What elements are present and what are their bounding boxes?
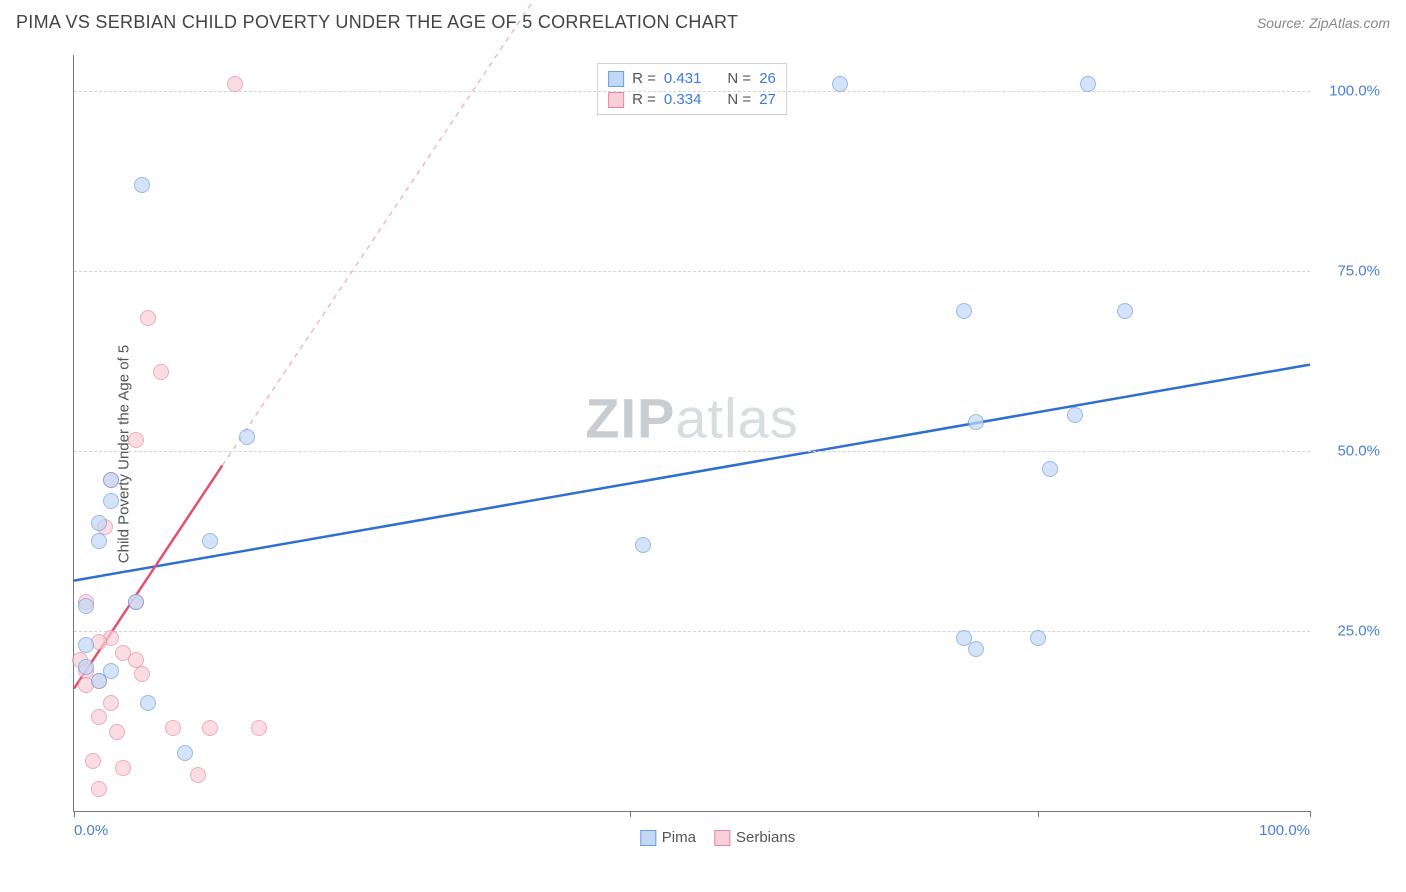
scatter-point	[91, 515, 107, 531]
chart-source: Source: ZipAtlas.com	[1257, 15, 1390, 31]
legend-swatch	[608, 71, 624, 87]
scatter-point	[109, 724, 125, 740]
legend-n-value: 26	[759, 70, 776, 87]
x-tick	[1038, 811, 1039, 817]
gridline-h	[74, 271, 1310, 272]
scatter-point	[115, 760, 131, 776]
scatter-point	[134, 177, 150, 193]
scatter-point	[140, 310, 156, 326]
scatter-point	[1030, 630, 1046, 646]
scatter-point	[128, 594, 144, 610]
legend-r-label: R =	[632, 70, 656, 87]
y-tick-label: 100.0%	[1329, 83, 1380, 100]
x-tick	[1310, 811, 1311, 817]
y-tick-label: 75.0%	[1337, 263, 1380, 280]
scatter-point	[227, 76, 243, 92]
scatter-point	[1067, 407, 1083, 423]
scatter-point	[91, 673, 107, 689]
scatter-point	[968, 641, 984, 657]
chart-header: PIMA VS SERBIAN CHILD POVERTY UNDER THE …	[0, 0, 1406, 41]
legend-swatch	[714, 830, 730, 846]
watermark-atlas: atlas	[675, 386, 798, 449]
legend-series-label: Pima	[662, 829, 696, 846]
scatter-point	[91, 709, 107, 725]
scatter-point	[202, 720, 218, 736]
x-tick-label: 0.0%	[74, 822, 108, 839]
scatter-point	[956, 303, 972, 319]
legend-n-label: N =	[727, 70, 751, 87]
gridline-h	[74, 631, 1310, 632]
correlation-legend: R = 0.431 N = 26 R = 0.334 N = 27	[597, 63, 787, 115]
legend-swatch	[608, 92, 624, 108]
scatter-point	[177, 745, 193, 761]
scatter-point	[103, 695, 119, 711]
legend-row: R = 0.334 N = 27	[608, 89, 776, 110]
legend-item: Pima	[640, 829, 696, 846]
scatter-point	[128, 432, 144, 448]
watermark: ZIPatlas	[585, 385, 798, 450]
scatter-point	[153, 364, 169, 380]
trend-line-extension	[222, 0, 593, 465]
scatter-point	[1117, 303, 1133, 319]
scatter-point	[1042, 461, 1058, 477]
scatter-point	[91, 533, 107, 549]
scatter-point	[103, 493, 119, 509]
scatter-point	[91, 781, 107, 797]
legend-r-label: R =	[632, 91, 656, 108]
plot-region: ZIPatlas R =0.431N =26R =0.334N =27 25.0…	[73, 55, 1310, 812]
scatter-point	[190, 767, 206, 783]
scatter-point	[202, 533, 218, 549]
scatter-point	[103, 472, 119, 488]
trend-line	[74, 465, 222, 688]
chart-title: PIMA VS SERBIAN CHILD POVERTY UNDER THE …	[16, 12, 738, 33]
scatter-point	[78, 598, 94, 614]
x-tick-label: 100.0%	[1259, 822, 1310, 839]
series-legend: Pima Serbians	[640, 829, 795, 846]
trend-lines-layer	[74, 55, 1310, 811]
scatter-point	[968, 414, 984, 430]
scatter-point	[140, 695, 156, 711]
legend-item: Serbians	[714, 829, 795, 846]
scatter-point	[239, 429, 255, 445]
scatter-point	[832, 76, 848, 92]
gridline-h	[74, 91, 1310, 92]
legend-r-value: 0.431	[664, 70, 702, 87]
scatter-point	[134, 666, 150, 682]
legend-n-label: N =	[727, 91, 751, 108]
y-tick-label: 25.0%	[1337, 623, 1380, 640]
scatter-point	[78, 659, 94, 675]
legend-swatch	[640, 830, 656, 846]
legend-n-value: 27	[759, 91, 776, 108]
scatter-point	[85, 753, 101, 769]
y-tick-label: 50.0%	[1337, 443, 1380, 460]
scatter-point	[635, 537, 651, 553]
scatter-point	[251, 720, 267, 736]
legend-row: R = 0.431 N = 26	[608, 68, 776, 89]
scatter-point	[1080, 76, 1096, 92]
gridline-h	[74, 451, 1310, 452]
x-tick	[630, 811, 631, 817]
legend-r-value: 0.334	[664, 91, 702, 108]
watermark-zip: ZIP	[585, 386, 675, 449]
x-tick	[74, 811, 75, 817]
scatter-point	[165, 720, 181, 736]
legend-series-label: Serbians	[736, 829, 795, 846]
chart-area: Child Poverty Under the Age of 5 ZIPatla…	[45, 55, 1390, 852]
trend-line	[74, 365, 1310, 581]
scatter-point	[78, 637, 94, 653]
